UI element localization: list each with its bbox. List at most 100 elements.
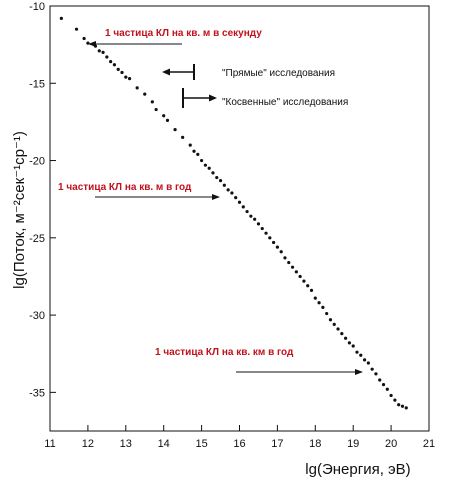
data-point — [298, 274, 302, 279]
data-point — [374, 372, 378, 376]
data-point — [200, 158, 204, 163]
data-point — [188, 143, 192, 147]
arrowhead-per-year-km2 — [355, 369, 363, 375]
x-tick-label: 19 — [347, 438, 359, 450]
data-point — [127, 77, 132, 81]
y-tick-label: -25 — [29, 233, 45, 245]
arrowhead-per-second — [88, 41, 96, 47]
data-point — [181, 135, 185, 139]
data-point — [211, 171, 215, 175]
data-point — [74, 27, 79, 31]
data-point — [196, 152, 200, 156]
data-point — [253, 217, 257, 221]
data-point — [268, 236, 272, 240]
data-point — [135, 86, 139, 90]
x-tick-label: 13 — [120, 438, 132, 450]
data-points-layer — [59, 16, 408, 410]
data-point — [207, 166, 211, 170]
data-point — [173, 128, 177, 132]
data-point — [321, 305, 325, 309]
data-point — [400, 404, 405, 408]
data-point — [245, 209, 249, 214]
data-point — [306, 284, 310, 288]
data-point — [165, 118, 170, 122]
data-point — [97, 49, 101, 53]
data-point — [287, 260, 291, 265]
data-point — [332, 322, 336, 326]
data-point — [230, 191, 234, 195]
data-point — [222, 183, 226, 187]
data-point — [105, 55, 109, 59]
data-point — [218, 179, 223, 183]
x-tick-label: 15 — [195, 438, 207, 450]
data-point — [393, 398, 397, 402]
x-tick-label: 18 — [309, 438, 321, 450]
data-point — [328, 318, 333, 322]
data-point — [249, 214, 253, 218]
x-tick-label: 20 — [385, 438, 397, 450]
annotation-per-second: 1 частица КЛ на кв. м в секунду — [105, 28, 262, 39]
annotation-direct: "Прямые" исследования — [222, 68, 335, 79]
data-point — [344, 336, 348, 340]
data-point — [355, 350, 359, 354]
data-point — [347, 341, 352, 345]
data-point — [101, 50, 105, 54]
y-tick-label: -15 — [29, 78, 45, 90]
data-point — [150, 100, 154, 104]
data-point — [404, 406, 408, 410]
data-point — [302, 279, 306, 283]
data-point — [109, 60, 113, 64]
data-point — [325, 311, 329, 316]
data-point — [359, 353, 363, 357]
data-point — [313, 296, 317, 300]
data-point — [162, 114, 166, 118]
data-point — [362, 358, 367, 362]
data-point — [309, 288, 314, 292]
x-axis-label: lg(Энергия, эВ) — [305, 461, 410, 478]
data-point — [279, 250, 283, 254]
data-point — [234, 196, 238, 200]
data-point — [336, 327, 340, 331]
data-point — [264, 231, 268, 235]
annotation-per-year-m2: 1 частица КЛ на кв. м в год — [58, 182, 192, 193]
data-point — [378, 378, 382, 382]
data-point — [275, 245, 279, 249]
y-tick-label: -10 — [29, 1, 45, 13]
data-point — [366, 361, 370, 365]
y-tick-label: -30 — [29, 310, 45, 322]
data-point — [283, 256, 287, 260]
data-point — [226, 188, 230, 192]
x-tick-label: 17 — [271, 438, 283, 450]
data-point — [59, 16, 63, 20]
data-point — [381, 383, 386, 387]
data-point — [116, 67, 120, 71]
annotation-per-year-km2: 1 частица КЛ на кв. км в год — [155, 347, 294, 358]
data-point — [340, 332, 344, 336]
ticks-layer: 11 12 13 14 15 16 17 18 19 20 21 -10 -15 -20 -25 -30 -35 — [29, 1, 435, 450]
annotations-layer: 1 частица КЛ на кв. м в секунду "Прямые"… — [58, 28, 363, 375]
indirect-arrowhead — [209, 94, 217, 102]
arrowhead-per-year-m2 — [212, 194, 220, 200]
data-point — [192, 149, 196, 153]
data-point — [82, 36, 86, 41]
data-point — [237, 200, 242, 204]
data-point — [143, 92, 147, 96]
x-tick-label: 11 — [44, 438, 55, 450]
data-point — [397, 403, 401, 407]
y-axis-label: lg(Поток, м⁻²сек⁻¹ср⁻¹) — [11, 131, 28, 289]
data-point — [389, 393, 393, 398]
data-point — [120, 70, 124, 75]
data-point — [154, 107, 158, 112]
data-point — [112, 63, 117, 67]
data-point — [256, 222, 261, 226]
data-point — [203, 163, 207, 167]
data-point — [215, 175, 219, 180]
y-tick-label: -20 — [29, 156, 45, 168]
data-point — [385, 387, 389, 391]
y-tick-label: -35 — [29, 387, 45, 399]
data-point — [317, 301, 321, 305]
data-point — [294, 270, 298, 274]
data-point — [260, 226, 264, 231]
